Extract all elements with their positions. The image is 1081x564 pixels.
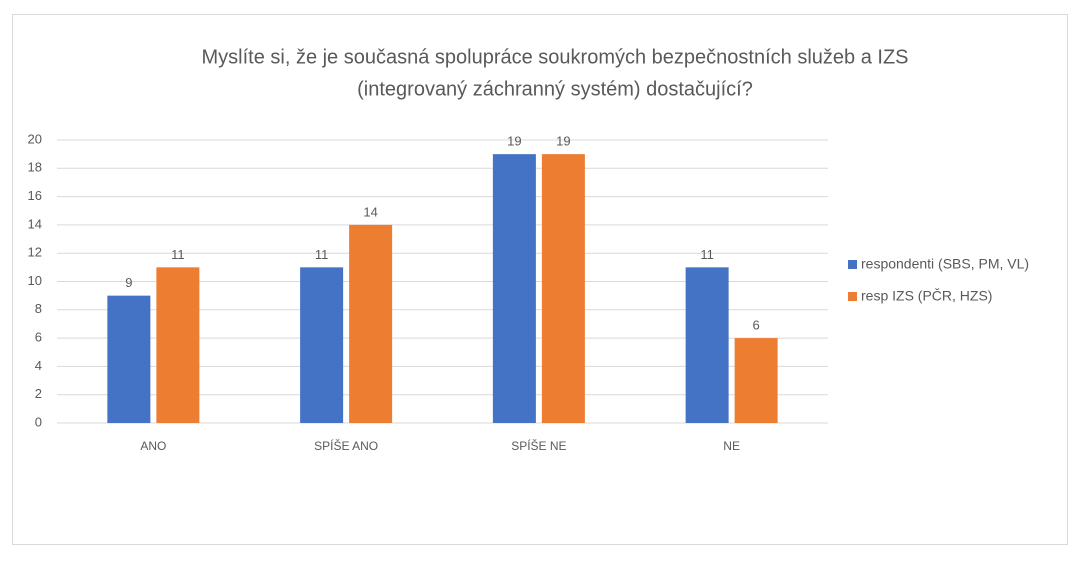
x-tick-label: SPÍŠE NE — [511, 438, 566, 453]
y-tick-label: 14 — [28, 216, 42, 231]
bar — [541, 154, 585, 423]
data-label: 14 — [363, 204, 377, 219]
data-label: 6 — [753, 318, 760, 333]
data-label: 11 — [171, 247, 185, 262]
bar — [349, 224, 393, 423]
bar — [492, 154, 536, 423]
x-tick-label: NE — [723, 439, 740, 453]
y-tick-label: 2 — [35, 386, 42, 401]
data-label: 11 — [700, 247, 714, 262]
legend-swatch — [848, 292, 857, 301]
y-tick-label: 0 — [35, 414, 42, 429]
y-tick-label: 20 — [28, 131, 42, 146]
legend-label: resp IZS (PČR, HZS) — [861, 288, 992, 304]
y-tick-label: 6 — [35, 330, 42, 345]
y-tick-label: 4 — [35, 358, 42, 373]
chart-title: Myslíte si, že je současná spolupráce so… — [201, 46, 908, 68]
y-tick-label: 12 — [28, 245, 42, 260]
y-tick-label: 16 — [28, 188, 42, 203]
bar — [734, 338, 778, 423]
y-tick-label: 8 — [35, 301, 42, 316]
bar — [156, 267, 200, 423]
data-label: 11 — [315, 247, 329, 262]
chart-title: (integrovaný záchranný systém) dostačují… — [357, 78, 753, 100]
y-tick-label: 18 — [28, 160, 42, 175]
bar — [300, 267, 344, 423]
data-label: 19 — [507, 134, 521, 149]
legend-label: respondenti (SBS, PM, VL) — [861, 256, 1029, 272]
data-label: 19 — [556, 134, 570, 149]
y-tick-label: 10 — [28, 273, 42, 288]
x-tick-label: ANO — [140, 439, 166, 453]
legend-swatch — [848, 260, 857, 269]
data-label: 9 — [125, 275, 132, 290]
bar — [685, 267, 729, 423]
x-tick-label: SPÍŠE ANO — [314, 438, 378, 453]
bar — [107, 295, 151, 423]
